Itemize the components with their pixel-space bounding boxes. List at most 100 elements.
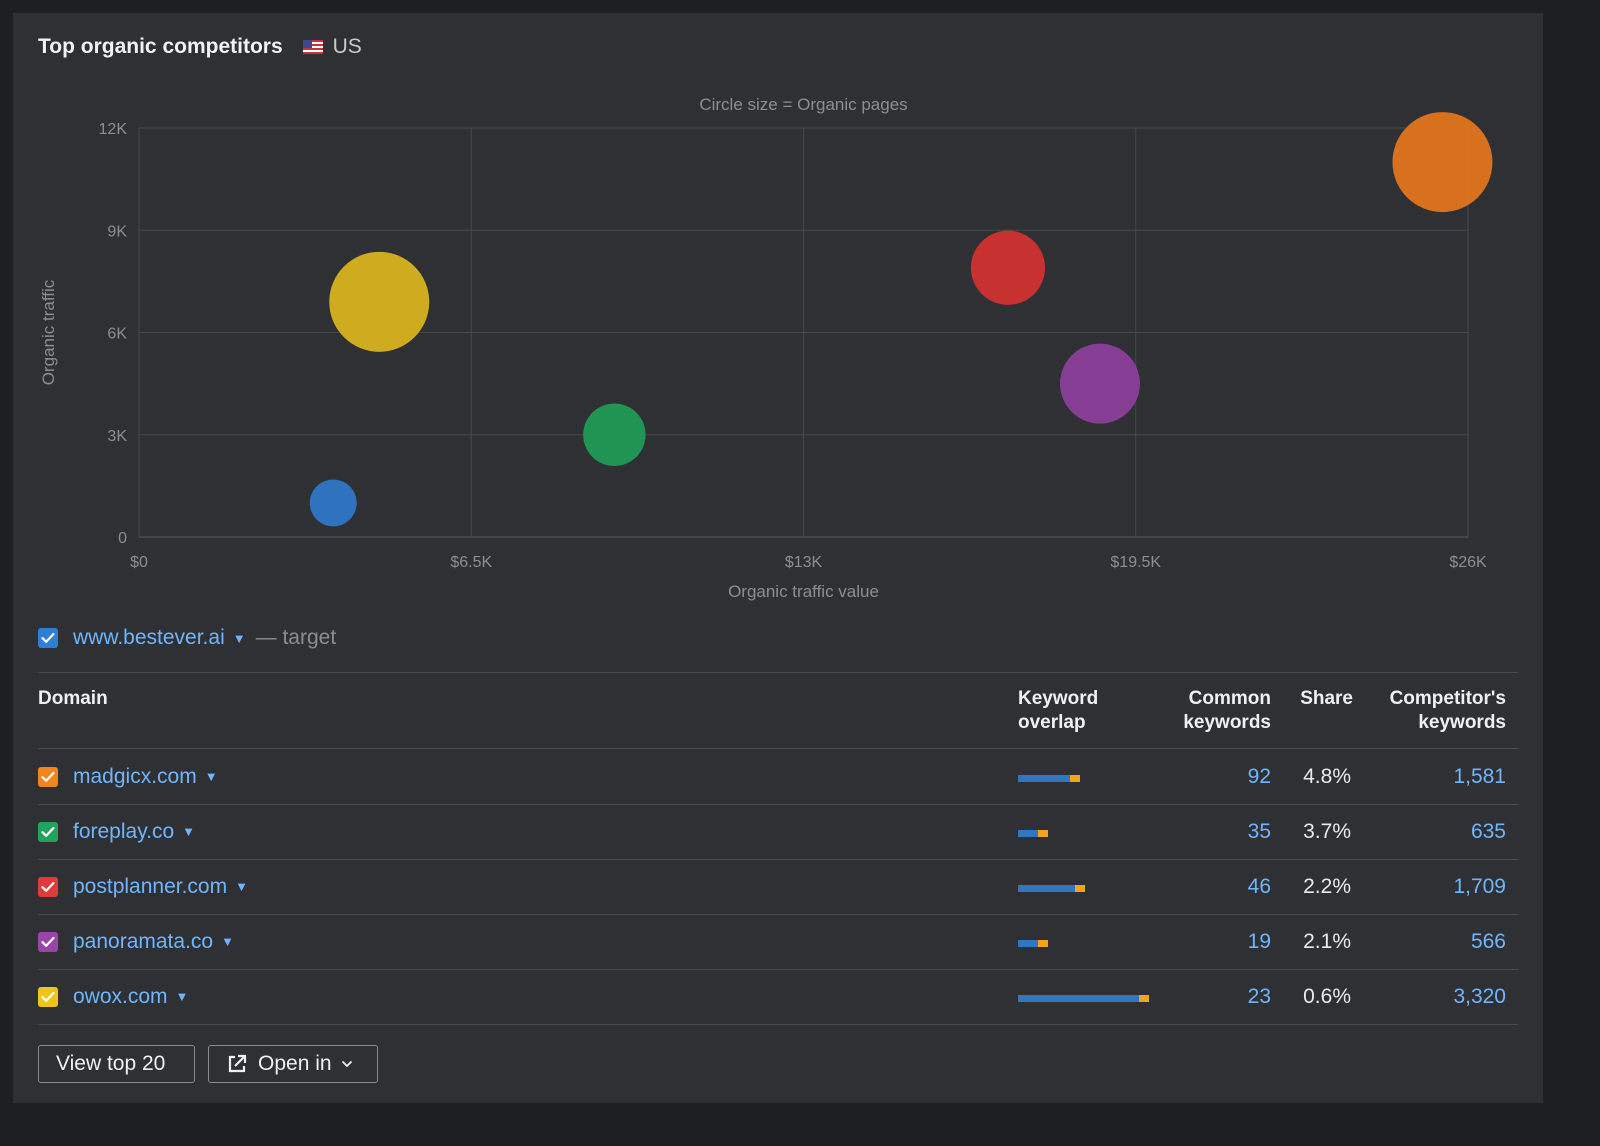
- col-header-domain[interactable]: Domain: [38, 688, 108, 709]
- common-keywords-cell[interactable]: 23: [1247, 985, 1271, 1008]
- chevron-down-icon[interactable]: ▼: [235, 879, 248, 894]
- common-keywords-cell[interactable]: 19: [1247, 930, 1271, 953]
- open-in-label: Open in: [258, 1052, 332, 1075]
- overlap-bar-common: [1018, 830, 1038, 837]
- bubble-point: [583, 403, 646, 466]
- common-keywords-cell[interactable]: 35: [1247, 820, 1271, 843]
- chevron-down-icon[interactable]: ▼: [175, 989, 189, 1004]
- overlap-bar-common: [1018, 995, 1139, 1002]
- x-tick-label: $6.5K: [450, 554, 492, 571]
- open-in-button[interactable]: Open in: [208, 1045, 378, 1083]
- check-icon: [41, 826, 55, 837]
- chevron-down-icon[interactable]: ▼: [221, 934, 234, 949]
- external-link-icon: [226, 1053, 248, 1075]
- country-label[interactable]: US: [332, 35, 362, 58]
- bubble-point: [970, 230, 1046, 305]
- row-checkbox[interactable]: [38, 876, 58, 897]
- chevron-down-icon[interactable]: ▼: [182, 824, 196, 839]
- y-tick-label: 12K: [99, 121, 128, 138]
- bubble-chart: 0 3K 6K 9K 12K $0 $6.5K $13K $19.5K $26K Circle si…: [39, 95, 1493, 601]
- chevron-down-icon[interactable]: ▼: [232, 630, 246, 646]
- row-checkbox[interactable]: [38, 766, 58, 787]
- share-cell: 2.2%: [1303, 875, 1351, 898]
- competitor-keywords-cell[interactable]: 1,581: [1453, 765, 1506, 788]
- domain-cell: postplanner.com ▼: [38, 859, 248, 914]
- overlap-bar-unique: [1070, 775, 1081, 782]
- col-header-keyword-overlap[interactable]: Keyword overlap: [1018, 687, 1098, 735]
- col-header-competitor-keywords[interactable]: Competitor's keywords: [1363, 687, 1506, 735]
- target-suffix: — target: [255, 626, 337, 649]
- domain-cell: foreplay.co ▼: [38, 804, 195, 859]
- competitors-card: Top organic competitors US 0 3K 6K 9K 12K $0 $…: [13, 13, 1543, 1103]
- check-icon: [41, 991, 55, 1002]
- overlap-bar-common: [1018, 940, 1038, 947]
- target-checkbox[interactable]: [38, 628, 58, 648]
- x-tick-label: $19.5K: [1110, 554, 1161, 571]
- row-divider: [38, 969, 1518, 970]
- table-row: owox.com ▼ 23 0.6% 3,320: [38, 969, 1518, 1024]
- chart-subtitle: Circle size = Organic pages: [699, 95, 907, 114]
- row-divider: [38, 804, 1518, 805]
- domain-cell: madgicx.com ▼: [38, 749, 218, 804]
- overlap-bar-unique: [1038, 830, 1048, 837]
- table-row: madgicx.com ▼ 92 4.8% 1,581: [38, 749, 1518, 804]
- bubble-point: [1059, 343, 1140, 424]
- overlap-bar-unique: [1038, 940, 1048, 947]
- share-cell: 0.6%: [1303, 985, 1351, 1008]
- col-header-keyword-overlap-line2: overlap: [1018, 712, 1086, 733]
- table-row: panoramata.co ▼ 19 2.1% 566: [38, 914, 1518, 969]
- x-tick-label: $13K: [785, 554, 823, 571]
- col-header-competitor-line2: keywords: [1418, 712, 1506, 733]
- domain-cell: owox.com ▼: [38, 969, 188, 1024]
- col-header-share[interactable]: Share: [1300, 688, 1353, 709]
- overlap-bar-unique: [1139, 995, 1149, 1002]
- row-checkbox[interactable]: [38, 986, 58, 1007]
- common-keywords-cell[interactable]: 46: [1247, 875, 1271, 898]
- y-tick-label: 3K: [107, 428, 127, 445]
- col-header-keyword-overlap-line1: Keyword: [1018, 688, 1099, 709]
- x-tick-label: $0: [130, 554, 148, 571]
- domain-link[interactable]: panoramata.co: [73, 929, 214, 953]
- col-header-common-keywords[interactable]: Common keywords: [1153, 687, 1271, 735]
- overlap-bar-common: [1018, 885, 1076, 892]
- chevron-down-icon[interactable]: ▼: [204, 769, 218, 784]
- share-cell: 4.8%: [1303, 765, 1351, 788]
- bubble-point: [329, 251, 430, 352]
- target-domain-link[interactable]: www.bestever.ai: [73, 626, 225, 649]
- common-keywords-cell[interactable]: 92: [1247, 765, 1271, 788]
- competitor-keywords-cell[interactable]: 635: [1470, 820, 1506, 843]
- domain-link[interactable]: owox.com: [73, 984, 168, 1008]
- col-header-common-line2: keywords: [1183, 712, 1271, 733]
- competitor-keywords-cell[interactable]: 566: [1470, 930, 1506, 953]
- card-title: Top organic competitors: [38, 35, 283, 58]
- view-top-20-label: View top 20: [56, 1052, 166, 1075]
- table-row: postplanner.com ▼ 46 2.2% 1,709: [38, 859, 1518, 914]
- row-checkbox[interactable]: [38, 821, 58, 842]
- share-cell: 2.1%: [1303, 930, 1351, 953]
- row-divider: [38, 1024, 1518, 1025]
- col-header-common-line1: Common: [1188, 688, 1271, 709]
- view-top-20-button[interactable]: View top 20: [38, 1045, 195, 1083]
- header-divider: [38, 748, 1518, 749]
- card-header: Top organic competitors US: [38, 33, 362, 61]
- table-top-divider: [38, 672, 1518, 673]
- row-divider: [38, 859, 1518, 860]
- competitor-keywords-cell[interactable]: 3,320: [1453, 985, 1506, 1008]
- y-tick-label: 9K: [107, 223, 127, 240]
- bubble-point: [309, 479, 357, 527]
- us-flag-icon: [302, 40, 323, 54]
- col-header-competitor-line1: Competitor's: [1389, 688, 1506, 709]
- domain-link[interactable]: postplanner.com: [73, 874, 228, 898]
- domain-link[interactable]: madgicx.com: [73, 764, 197, 788]
- share-cell: 3.7%: [1303, 820, 1351, 843]
- x-tick-label: $26K: [1449, 554, 1487, 571]
- row-divider: [38, 914, 1518, 915]
- row-checkbox[interactable]: [38, 931, 58, 952]
- overlap-bar-common: [1018, 775, 1071, 782]
- chevron-down-icon: [341, 1060, 353, 1068]
- check-icon: [41, 771, 55, 782]
- competitor-keywords-cell[interactable]: 1,709: [1453, 875, 1506, 898]
- domain-link[interactable]: foreplay.co: [73, 819, 175, 843]
- y-tick-label: 6K: [107, 326, 127, 343]
- check-icon: [41, 632, 55, 643]
